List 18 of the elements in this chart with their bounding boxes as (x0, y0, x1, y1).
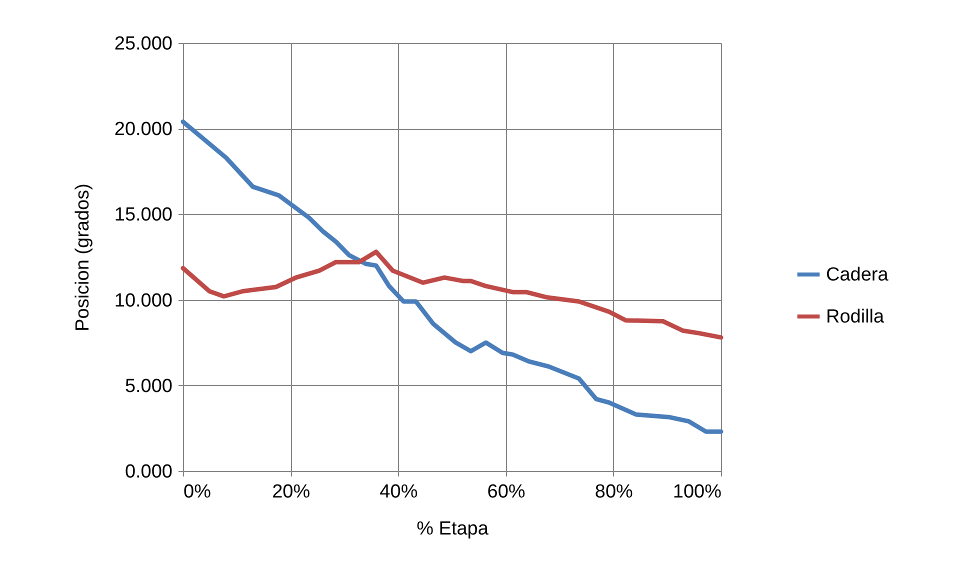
x-tick-label: 60% (487, 482, 526, 502)
legend-label: Rodilla (826, 306, 885, 328)
y-tick-label: 15.000 (114, 204, 172, 226)
legend-label: Cadera (826, 264, 889, 286)
x-tick-label: 100% (672, 482, 722, 502)
x-tick-label: 20% (272, 482, 310, 502)
x-tick-label: 80% (594, 482, 634, 502)
y-tick-label: 20.000 (114, 119, 172, 140)
y-tick-label: 10.000 (114, 290, 172, 312)
x-tick-label: 0% (184, 482, 212, 502)
line-series (180, 120, 724, 434)
line-series (180, 250, 724, 340)
y-tick-label: 0.000 (124, 462, 172, 482)
y-tick-label: 5.000 (124, 376, 172, 397)
x-tick-label: 40% (380, 482, 418, 502)
y-axis-title: Posicion (grados) (72, 184, 94, 332)
x-axis-title: % Etapa (416, 518, 489, 540)
y-tick-label: 25.000 (114, 34, 172, 54)
